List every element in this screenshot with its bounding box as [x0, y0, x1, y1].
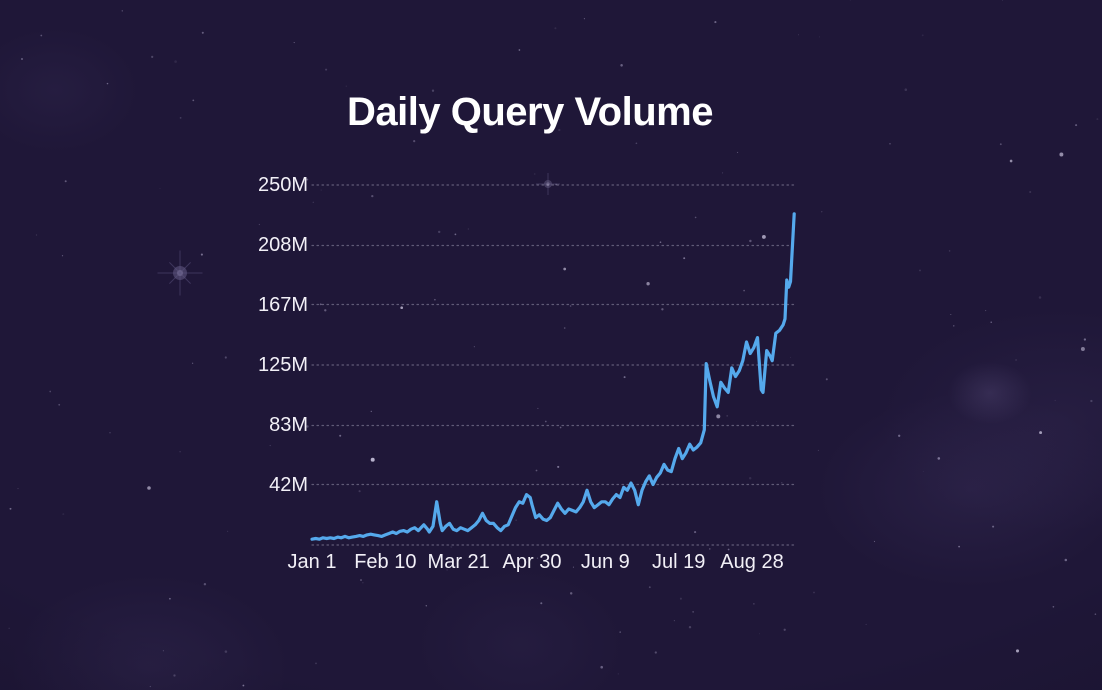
x-axis-tick-label: Jun 9: [580, 551, 630, 573]
y-axis-tick-label: 208M: [257, 234, 308, 257]
x-axis-tick-label: Jan 1: [287, 551, 337, 573]
x-axis-tick-label: Apr 30: [502, 551, 562, 573]
y-axis-tick-label: 125M: [257, 354, 308, 376]
y-axis-tick-label: 250M: [257, 174, 308, 196]
stars: [8, 0, 1099, 688]
x-axis-tick-label: Aug 28: [720, 551, 784, 573]
y-axis-tick-label: 42M: [269, 473, 308, 496]
x-axis-tick-label: Mar 21: [427, 551, 490, 573]
chart-title: Daily Query Volume: [347, 90, 713, 134]
gridlines: [311, 184, 798, 546]
query-volume-line: [310, 212, 796, 541]
x-axis-tick-label: Jul 19: [651, 551, 706, 573]
y-axis-tick-label: 167M: [257, 293, 308, 316]
small-star-sparkle: [536, 173, 560, 195]
x-axis-tick-label: Feb 10: [354, 551, 417, 573]
y-axis-tick-label: 83M: [269, 414, 308, 437]
bright-star-flare: [157, 250, 203, 296]
